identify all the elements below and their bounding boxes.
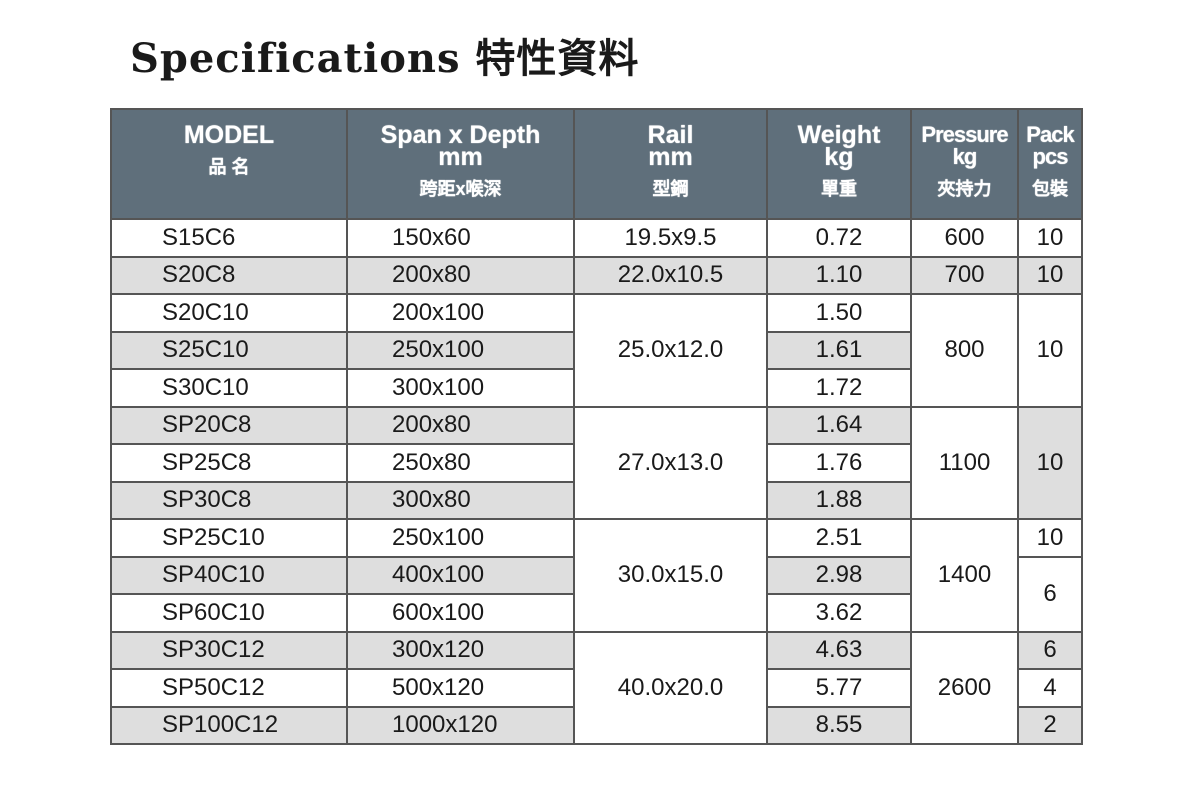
table-row: SP100C12 1000x120 8.55 2: [110, 705, 1083, 745]
weight-cell: 1.76: [766, 443, 912, 483]
table-row: SP20C8 200x80 27.0x13.0 1.64 1100 10: [110, 405, 1083, 520]
span-depth-cell: 300x100: [346, 368, 575, 408]
pressure-cell: 600: [910, 218, 1019, 258]
table-row: S20C10 200x100 25.0x12.0 1.50 800 10: [110, 293, 1083, 408]
pack-cell: 10: [1017, 405, 1083, 520]
span-depth-cell: 150x60: [346, 218, 575, 258]
header-label-cn: 品 名: [208, 157, 250, 177]
weight-cell: 1.64: [766, 405, 912, 445]
weight-cell: 2.98: [766, 555, 912, 595]
model-cell: SP100C12: [110, 705, 348, 745]
header-label-cn: 包裝: [1032, 179, 1068, 199]
model-cell: SP25C10: [110, 518, 348, 558]
pressure-cell: 1400: [910, 518, 1019, 633]
header-label-cn: 跨距x喉深: [419, 179, 502, 199]
rail-cell: 19.5x9.5: [573, 218, 768, 258]
pack-cell: 10: [1017, 218, 1083, 258]
table-row: S30C10 300x100 1.72: [110, 368, 1082, 408]
pressure-cell: 700: [910, 255, 1019, 295]
rail-cell: 22.0x10.5: [573, 255, 768, 295]
header-label-cn: 型鋼: [652, 179, 689, 199]
specifications-table: MODEL 品 名 Span x Depth mm 跨距x喉深 Rail mm 型鋼 Weigh…: [110, 108, 1083, 745]
span-depth-cell: 250x100: [346, 518, 575, 558]
span-depth-cell: 200x80: [346, 255, 575, 295]
header-pack: Pack pcs 包裝: [1017, 108, 1083, 220]
header-rail: Rail mm 型鋼: [573, 108, 768, 220]
header-label-en: Weight kg: [797, 121, 881, 171]
model-cell: SP60C10: [110, 593, 348, 633]
pack-cell: 10: [1017, 518, 1083, 558]
header-label-cn: 單重: [821, 179, 857, 199]
weight-cell: 8.55: [766, 705, 912, 745]
header-label-en: Pack pcs: [1026, 122, 1074, 169]
table-row: S20C8 200x80 22.0x10.5 1.10 700 10: [110, 255, 1083, 295]
span-depth-cell: 300x120: [346, 630, 575, 670]
header-label-en: Span x Depth mm: [380, 121, 541, 171]
weight-cell: 0.72: [766, 218, 912, 258]
weight-cell: 5.77: [766, 668, 912, 708]
header-pressure: Pressure kg 夾持力: [910, 108, 1019, 220]
model-cell: S15C6: [110, 218, 348, 258]
table-row: SP25C8 250x80 1.76: [110, 443, 1082, 483]
pack-cell: 10: [1017, 255, 1083, 295]
rail-cell: 30.0x15.0: [573, 518, 768, 633]
header-model: MODEL 品 名: [110, 108, 348, 220]
span-depth-cell: 400x100: [346, 555, 575, 595]
header-row: MODEL 品 名 Span x Depth mm 跨距x喉深 Rail mm 型鋼 Weigh…: [110, 108, 1083, 220]
model-cell: SP50C12: [110, 668, 348, 708]
table-row: S15C6 150x60 19.5x9.5 0.72 600 10: [110, 218, 1083, 258]
header-weight: Weight kg 單重: [766, 108, 912, 220]
pack-cell: 6: [1017, 555, 1083, 633]
weight-cell: 3.62: [766, 593, 912, 633]
header-label-en: MODEL: [183, 121, 275, 149]
weight-cell: 1.72: [766, 368, 912, 408]
span-depth-cell: 300x80: [346, 480, 575, 520]
table-row: SP60C10 600x100 3.62: [110, 593, 1082, 633]
page-title: Specifications 特性資料: [130, 35, 640, 82]
table-row: SP30C12 300x120 40.0x20.0 4.63 2600 6: [110, 630, 1083, 745]
table-row: S25C10 250x100 1.61: [110, 330, 1082, 370]
weight-cell: 4.63: [766, 630, 912, 670]
table-row: SP30C8 300x80 1.88: [110, 480, 1082, 520]
pressure-cell: 800: [910, 293, 1019, 408]
rail-cell: 40.0x20.0: [573, 630, 768, 745]
table-row: SP50C12 500x120 5.77 4: [110, 668, 1083, 708]
model-cell: SP40C10: [110, 555, 348, 595]
header-label-cn: 夾持力: [937, 179, 992, 199]
rail-cell: 27.0x13.0: [573, 405, 768, 520]
span-depth-cell: 200x100: [346, 293, 575, 333]
span-depth-cell: 250x80: [346, 443, 575, 483]
rail-cell: 25.0x12.0: [573, 293, 768, 408]
table-row: SP40C10 400x100 2.98 6: [110, 555, 1083, 633]
model-cell: SP30C12: [110, 630, 348, 670]
weight-cell: 1.61: [766, 330, 912, 370]
model-cell: SP25C8: [110, 443, 348, 483]
weight-cell: 1.50: [766, 293, 912, 333]
span-depth-cell: 200x80: [346, 405, 575, 445]
weight-cell: 1.10: [766, 255, 912, 295]
model-cell: S20C10: [110, 293, 348, 333]
model-cell: S20C8: [110, 255, 348, 295]
pack-cell: 2: [1017, 705, 1083, 745]
model-cell: S25C10: [110, 330, 348, 370]
span-depth-cell: 250x100: [346, 330, 575, 370]
header-span-depth: Span x Depth mm 跨距x喉深: [346, 108, 575, 220]
pressure-cell: 2600: [910, 630, 1019, 745]
weight-cell: 2.51: [766, 518, 912, 558]
span-depth-cell: 600x100: [346, 593, 575, 633]
pack-cell: 4: [1017, 668, 1083, 708]
pressure-cell: 1100: [910, 405, 1019, 520]
pack-cell: 10: [1017, 293, 1083, 408]
header-label-en: Rail mm: [647, 121, 694, 171]
header-label-en: Pressure kg: [921, 122, 1008, 169]
model-cell: S30C10: [110, 368, 348, 408]
span-depth-cell: 500x120: [346, 668, 575, 708]
weight-cell: 1.88: [766, 480, 912, 520]
pack-cell: 6: [1017, 630, 1083, 670]
span-depth-cell: 1000x120: [346, 705, 575, 745]
model-cell: SP20C8: [110, 405, 348, 445]
model-cell: SP30C8: [110, 480, 348, 520]
table-row: SP25C10 250x100 30.0x15.0 2.51 1400 10: [110, 518, 1083, 633]
